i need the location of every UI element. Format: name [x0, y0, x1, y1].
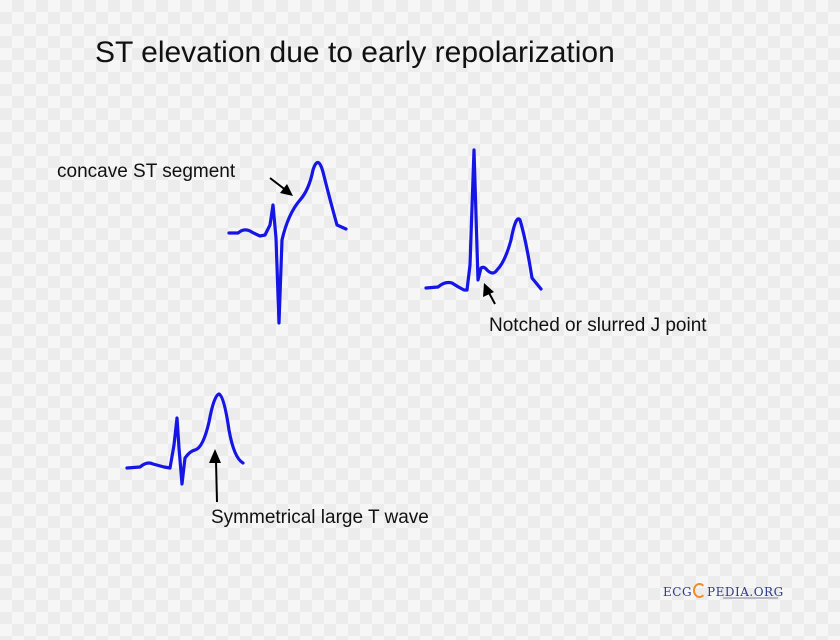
logo-swirl-icon	[693, 583, 707, 598]
logo-text-right: PEDIA.ORG	[707, 585, 784, 599]
arrow-head-concave	[280, 184, 293, 196]
arrow-head-symmetrical	[209, 449, 221, 463]
arrow-head-notched	[483, 283, 494, 297]
label-notched-j-point: Notched or slurred J point	[489, 315, 707, 336]
label-symmetrical-t-wave: Symmetrical large T wave	[211, 507, 429, 528]
label-concave-st: concave ST segment	[57, 161, 236, 182]
arrow-symmetrical	[215, 460, 218, 503]
logo-text-left: ECG	[663, 585, 693, 599]
ecg-trace-symmetrical	[125, 392, 245, 486]
slide-title: ST elevation due to early repolarization	[95, 36, 615, 69]
ecg-trace-concave	[227, 160, 348, 325]
ecgpedia-logo: ECG PEDIA.ORG	[663, 583, 784, 599]
ecg-trace-notched	[424, 148, 543, 292]
logo-underline	[723, 597, 778, 599]
